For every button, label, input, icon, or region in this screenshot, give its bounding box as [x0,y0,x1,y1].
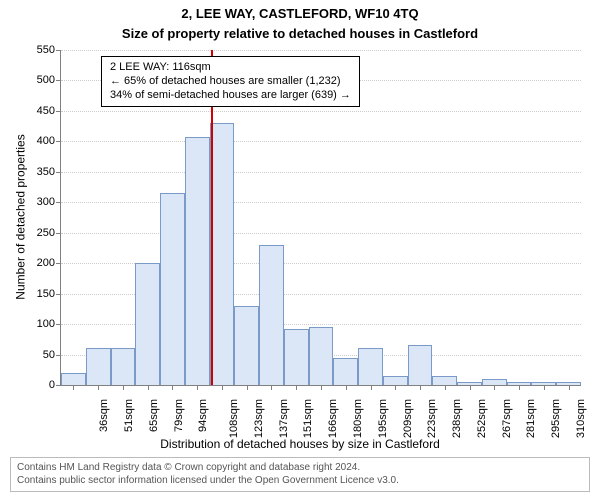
x-tick-label: 123sqm [253,399,265,438]
gridline-h [61,111,581,112]
x-tick-label: 51sqm [123,399,135,432]
y-tick-label: 150 [37,288,61,300]
histogram-bar [234,306,259,385]
y-tick-label: 50 [43,349,61,361]
x-tick-label: 166sqm [327,399,339,438]
x-tick-label: 310sqm [575,399,587,438]
histogram-bar [86,348,111,385]
x-tick-label: 281sqm [525,399,537,438]
chart-title-address: 2, LEE WAY, CASTLEFORD, WF10 4TQ [0,6,600,21]
chart-container: { "title_line1": "2, LEE WAY, CASTLEFORD… [0,0,600,500]
y-tick-label: 500 [37,74,61,86]
y-tick-label: 100 [37,318,61,330]
histogram-bar [135,263,160,385]
histogram-bar [185,137,210,386]
x-tick-label: 295sqm [550,399,562,438]
x-tick-label: 108sqm [228,399,240,438]
y-tick-label: 300 [37,196,61,208]
histogram-bar [358,348,383,385]
gridline-h [61,233,581,234]
annotation-line2: ← 65% of detached houses are smaller (1,… [110,75,351,89]
histogram-bar [210,123,235,385]
x-tick-label: 252sqm [476,399,488,438]
gridline-h [61,202,581,203]
footer-line2: Contains public sector information licen… [17,475,583,488]
gridline-h [61,50,581,51]
y-axis-label: Number of detached properties [13,49,27,384]
annotation-box: 2 LEE WAY: 116sqm← 65% of detached house… [101,56,360,107]
histogram-bar [259,245,284,385]
x-tick-label: 79sqm [173,399,185,432]
annotation-line3: 34% of semi-detached houses are larger (… [110,89,351,103]
x-tick-label: 137sqm [278,399,290,438]
histogram-bar [383,376,408,385]
x-tick-label: 195sqm [377,399,389,438]
x-tick-label: 151sqm [303,399,315,438]
y-tick-label: 200 [37,257,61,269]
y-tick-label: 350 [37,166,61,178]
y-tick-label: 0 [49,379,61,391]
footer-attribution: Contains HM Land Registry data © Crown c… [10,457,590,492]
x-tick-label: 94sqm [197,399,209,432]
x-tick-label: 238sqm [451,399,463,438]
plot-area: 05010015020025030035040045050055036sqm51… [60,50,581,386]
histogram-bar [333,358,358,385]
x-tick-label: 65sqm [148,399,160,432]
histogram-bar [284,329,309,385]
histogram-bar [432,376,457,385]
x-tick-label: 36sqm [98,399,110,432]
histogram-bar [111,348,136,385]
x-tick-label: 209sqm [402,399,414,438]
x-tick-label: 267sqm [501,399,513,438]
gridline-h [61,172,581,173]
x-tick-label: 223sqm [426,399,438,438]
x-axis-label: Distribution of detached houses by size … [0,437,600,451]
histogram-bar [160,193,185,385]
footer-line1: Contains HM Land Registry data © Crown c… [17,462,583,475]
histogram-bar [408,345,433,385]
chart-title-subtitle: Size of property relative to detached ho… [0,26,600,41]
histogram-bar [309,327,334,385]
annotation-line1: 2 LEE WAY: 116sqm [110,61,351,75]
y-tick-label: 250 [37,227,61,239]
gridline-h [61,141,581,142]
x-tick-label: 180sqm [352,399,364,438]
histogram-bar [61,373,86,385]
y-tick-label: 400 [37,135,61,147]
y-tick-label: 550 [37,44,61,56]
y-tick-label: 450 [37,105,61,117]
